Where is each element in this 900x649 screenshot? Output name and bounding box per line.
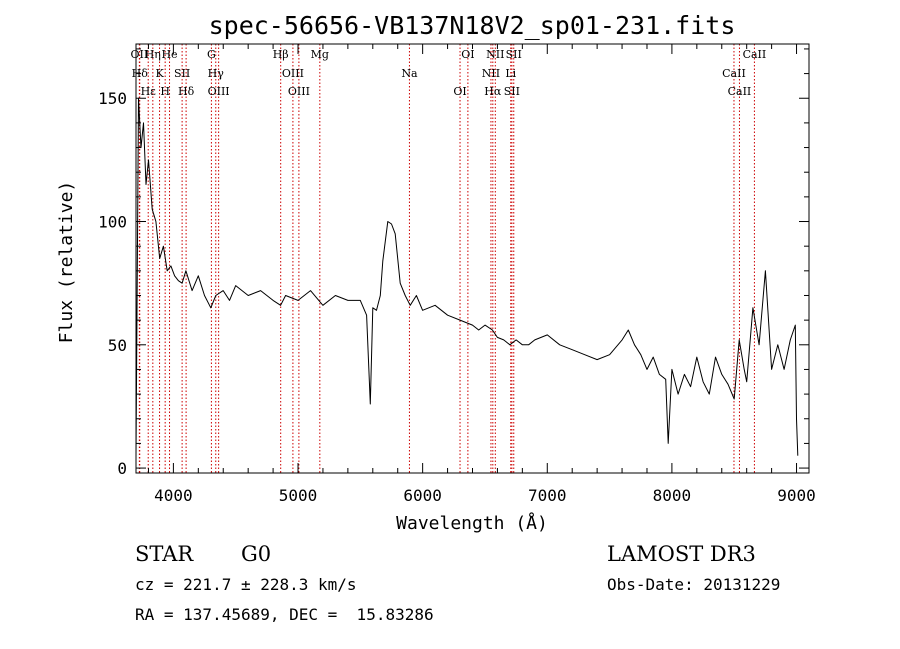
line-marker-label: CaII	[743, 48, 767, 61]
line-marker-label: OIII	[208, 85, 230, 98]
line-marker-label: CaII	[722, 67, 746, 80]
line-marker-labels: OIIHδHεHηKHHeSIIHδGHγOIIIHβOIIIOIIIMgNaO…	[131, 48, 767, 98]
line-marker-label: CaII	[728, 85, 752, 98]
line-marker-label: He	[161, 48, 177, 61]
line-marker-label: Li	[505, 67, 516, 80]
x-tick-label: 4000	[154, 486, 193, 505]
coords-text: RA = 137.45689, DEC = 15.83286	[135, 605, 434, 624]
plot-frame	[135, 43, 810, 474]
y-tick-label: 100	[98, 213, 127, 232]
chart-title: spec-56656-VB137N18V2_sp01-231.fits	[209, 11, 736, 40]
x-tick-label: 9000	[777, 486, 816, 505]
line-markers	[138, 44, 755, 473]
line-marker-label: SII	[504, 85, 520, 98]
subclass-label: G0	[241, 542, 271, 566]
line-marker-label: NII	[482, 67, 500, 80]
spectrum-series-group	[135, 97, 799, 456]
x-tick-label: 7000	[528, 486, 567, 505]
x-axis-ticks: 4000 5000 6000 7000 8000 9000	[147, 44, 816, 505]
line-marker-label: Hε	[141, 85, 157, 98]
line-marker-label: Hβ	[273, 48, 289, 61]
line-marker-label: Hα	[484, 85, 502, 98]
survey-label: LAMOST DR3	[607, 542, 756, 566]
obs-date-text: Obs-Date: 20131229	[607, 575, 780, 594]
line-marker-label: SII	[506, 48, 522, 61]
line-marker-label: Mg	[311, 48, 329, 61]
line-marker-label: OI	[453, 85, 466, 98]
x-tick-label: 5000	[279, 486, 318, 505]
line-marker-label: Hη	[145, 48, 161, 61]
x-tick-label: 8000	[653, 486, 692, 505]
line-marker-label: Hδ	[178, 85, 195, 98]
y-tick-label: 0	[117, 459, 127, 478]
redshift-text: cz = 221.7 ± 228.3 km/s	[135, 575, 357, 594]
class-label: STAR	[135, 542, 194, 566]
y-axis-ticks: 0 50 100 150	[98, 48, 809, 478]
line-marker-label: G	[207, 48, 216, 61]
y-tick-label: 150	[98, 89, 127, 108]
y-tick-label: 50	[108, 336, 127, 355]
line-marker-label: NII	[486, 48, 504, 61]
line-marker-label: Na	[401, 67, 418, 80]
line-marker-label: Hγ	[208, 67, 225, 80]
x-tick-label: 6000	[403, 486, 442, 505]
line-marker-label: H	[160, 85, 170, 98]
line-marker-label: SII	[174, 67, 190, 80]
line-marker-label: OIII	[282, 67, 304, 80]
spectrum-line	[135, 97, 799, 456]
line-marker-label: K	[155, 67, 164, 80]
line-marker-label: OI	[461, 48, 474, 61]
x-axis-label: Wavelength (Å)	[396, 512, 548, 534]
y-axis-label: Flux (relative)	[56, 181, 77, 344]
line-marker-label: OII	[131, 48, 149, 61]
line-marker-label: OIII	[288, 85, 310, 98]
